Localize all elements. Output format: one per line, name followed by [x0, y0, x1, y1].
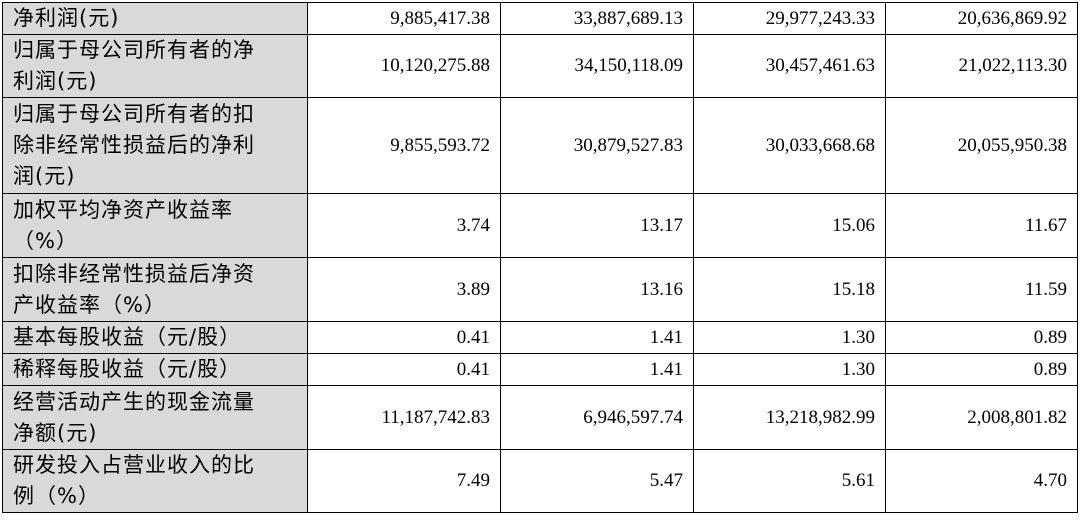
- table-cell: 2,008,801.82: [885, 385, 1078, 450]
- table-cell: 10,120,275.88: [307, 34, 501, 98]
- table-cell: 11.59: [885, 257, 1078, 322]
- row-label: 归属于母公司所有者的扣 除非经常性损益后的净利 润(元): [2, 97, 308, 194]
- table-cell: 9,855,593.72: [307, 97, 501, 194]
- row-label: 研发投入占营业收入的比 例（%）: [2, 449, 308, 513]
- row-label: 净利润(元): [2, 2, 308, 35]
- row-label: 扣除非经常性损益后净资 产收益率（%）: [2, 257, 308, 322]
- table-row-rd-ratio: 研发投入占营业收入的比 例（%） 7.49 5.47 5.61 4.70: [2, 449, 1078, 513]
- table-cell: 13,218,982.99: [693, 385, 886, 450]
- table-row-operating-cash-flow: 经营活动产生的现金流量 净额(元) 11,187,742.83 6,946,59…: [2, 385, 1078, 450]
- table-cell: 20,055,950.38: [885, 97, 1078, 194]
- table-cell: 11,187,742.83: [307, 385, 501, 450]
- table-cell: 20,636,869.92: [885, 2, 1078, 35]
- table-cell: 1.41: [500, 353, 694, 386]
- table-cell: 6,946,597.74: [500, 385, 694, 450]
- table-cell: 9,885,417.38: [307, 2, 501, 35]
- table-cell: 5.47: [500, 449, 694, 513]
- table-cell: 0.89: [885, 353, 1078, 386]
- table-row-parent-net-profit-deducted: 归属于母公司所有者的扣 除非经常性损益后的净利 润(元) 9,855,593.7…: [2, 97, 1078, 194]
- row-label: 经营活动产生的现金流量 净额(元): [2, 385, 308, 450]
- table-cell: 0.89: [885, 321, 1078, 354]
- table-row-weighted-roe: 加权平均净资产收益率 （%） 3.74 13.17 15.06 11.67: [2, 193, 1078, 258]
- table-cell: 21,022,113.30: [885, 34, 1078, 98]
- row-label: 基本每股收益（元/股）: [2, 321, 308, 354]
- table-cell: 13.17: [500, 193, 694, 258]
- table-cell: 4.70: [885, 449, 1078, 513]
- table-cell: 29,977,243.33: [693, 2, 886, 35]
- table-cell: 30,457,461.63: [693, 34, 886, 98]
- table-row-diluted-eps: 稀释每股收益（元/股） 0.41 1.41 1.30 0.89: [2, 353, 1078, 386]
- table-cell: 34,150,118.09: [500, 34, 694, 98]
- table-cell: 30,879,527.83: [500, 97, 694, 194]
- table-cell: 13.16: [500, 257, 694, 322]
- table-row-net-profit: 净利润(元) 9,885,417.38 33,887,689.13 29,977…: [2, 2, 1078, 35]
- table-row-basic-eps: 基本每股收益（元/股） 0.41 1.41 1.30 0.89: [2, 321, 1078, 354]
- table-cell: 3.74: [307, 193, 501, 258]
- table-cell: 33,887,689.13: [500, 2, 694, 35]
- table-cell: 30,033,668.68: [693, 97, 886, 194]
- table-cell: 3.89: [307, 257, 501, 322]
- table-cell: 0.41: [307, 321, 501, 354]
- row-label: 归属于母公司所有者的净 利润(元): [2, 34, 308, 98]
- row-label: 加权平均净资产收益率 （%）: [2, 193, 308, 258]
- table-cell: 15.18: [693, 257, 886, 322]
- table-row-parent-net-profit: 归属于母公司所有者的净 利润(元) 10,120,275.88 34,150,1…: [2, 34, 1078, 98]
- table-cell: 11.67: [885, 193, 1078, 258]
- table-cell: 15.06: [693, 193, 886, 258]
- row-label: 稀释每股收益（元/股）: [2, 353, 308, 386]
- table-cell: 1.30: [693, 321, 886, 354]
- table-row-deducted-roe: 扣除非经常性损益后净资 产收益率（%） 3.89 13.16 15.18 11.…: [2, 257, 1078, 322]
- table-cell: 0.41: [307, 353, 501, 386]
- financial-indicators-table: 净利润(元) 9,885,417.38 33,887,689.13 29,977…: [2, 2, 1078, 513]
- table-cell: 1.41: [500, 321, 694, 354]
- table-cell: 7.49: [307, 449, 501, 513]
- table-cell: 5.61: [693, 449, 886, 513]
- table-cell: 1.30: [693, 353, 886, 386]
